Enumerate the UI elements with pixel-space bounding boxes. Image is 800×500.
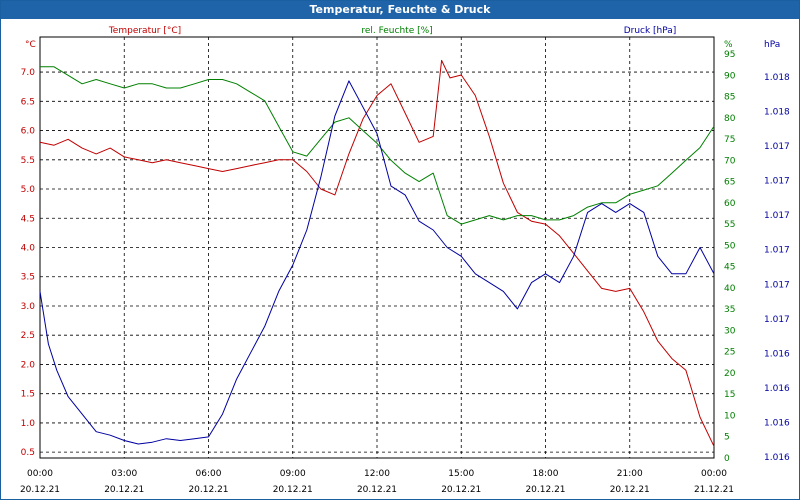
temperature-axis-label: Temperatur [°C] (108, 26, 181, 36)
temperature-tick: 3.0 (21, 302, 36, 312)
temperature-tick: 3.5 (21, 273, 35, 283)
x-tick-date: 20.12.21 (525, 485, 565, 495)
pressure-tick: 1.016 (764, 453, 790, 463)
humidity-tick: 50 (724, 241, 736, 251)
humidity-tick: 60 (724, 199, 736, 209)
pressure-line (39, 80, 715, 445)
pressure-tick: 1.017 (764, 280, 790, 290)
tick-labels: 00:00 20.12.21 03:00 20.12.21 06:00 20.12.21 0… (20, 50, 790, 495)
x-tick-time: 00:00 (27, 469, 53, 479)
x-tick-date: 21.12.21 (694, 485, 734, 495)
humidity-tick: 40 (724, 284, 736, 294)
humidity-tick: 90 (724, 71, 736, 81)
humidity-tick: 15 (724, 390, 735, 400)
temperature-tick: 6.5 (21, 97, 35, 107)
humidity-tick: 70 (724, 156, 736, 166)
x-tick-date: 20.12.21 (441, 485, 481, 495)
pressure-tick: 1.018 (764, 73, 790, 83)
temperature-tick: 2.5 (21, 331, 35, 341)
temperature-line (39, 59, 715, 447)
x-tick-time: 06:00 (196, 469, 222, 479)
temperature-tick: 4.5 (21, 214, 35, 224)
humidity-tick: 30 (724, 326, 736, 336)
pressure-tick: 1.016 (764, 418, 790, 428)
pressure-tick: 1.017 (764, 177, 790, 187)
x-tick-time: 03:00 (111, 469, 137, 479)
window-title: Temperatur, Feuchte & Druck (1, 1, 799, 19)
pressure-tick: 1.017 (764, 142, 790, 152)
temperature-tick: 1.0 (21, 419, 36, 429)
temperature-tick: 5.5 (21, 156, 35, 166)
humidity-tick: 5 (724, 433, 730, 443)
x-tick-date: 20.12.21 (357, 485, 397, 495)
humidity-tick: 20 (724, 369, 736, 379)
humidity-tick: 80 (724, 114, 736, 124)
humidity-tick: 10 (724, 411, 736, 421)
x-tick-date: 20.12.21 (104, 485, 144, 495)
temperature-tick: 0.5 (21, 448, 35, 458)
humidity-tick: 85 (724, 93, 735, 103)
grid-lines (40, 37, 714, 458)
x-tick-time: 21:00 (617, 469, 643, 479)
humidity-line (40, 66, 715, 225)
humidity-axis-label: rel. Feuchte [%] (361, 26, 432, 36)
x-tick-time: 18:00 (533, 469, 559, 479)
x-tick-time: 12:00 (364, 469, 390, 479)
temperature-tick: 7.0 (21, 68, 36, 78)
humidity-tick: 55 (724, 220, 735, 230)
x-tick-date: 20.12.21 (20, 485, 60, 495)
pressure-tick: 1.016 (764, 349, 790, 359)
x-tick-time: 09:00 (280, 469, 306, 479)
humidity-tick: 75 (724, 135, 735, 145)
x-tick-date: 20.12.21 (188, 485, 228, 495)
pressure-tick: 1.016 (764, 384, 790, 394)
pressure-tick: 1.017 (764, 246, 790, 256)
temperature-tick: 5.0 (21, 185, 36, 195)
humidity-unit: % (724, 40, 733, 50)
humidity-tick: 45 (724, 263, 735, 273)
x-tick-time: 00:00 (701, 469, 727, 479)
temperature-tick: 2.0 (21, 360, 36, 370)
humidity-tick: 0 (724, 454, 730, 464)
humidity-tick: 25 (724, 348, 735, 358)
humidity-tick: 65 (724, 178, 735, 188)
pressure-tick: 1.017 (764, 211, 790, 221)
temperature-tick: 4.0 (21, 244, 36, 254)
pressure-tick: 1.018 (764, 108, 790, 118)
pressure-axis-label: Druck [hPa] (624, 26, 677, 36)
x-tick-date: 20.12.21 (273, 485, 313, 495)
x-tick-date: 20.12.21 (610, 485, 650, 495)
temperature-tick: 6.0 (21, 127, 36, 137)
humidity-tick: 95 (724, 50, 735, 60)
temperature-tick: 1.5 (21, 390, 35, 400)
data-lines (39, 59, 715, 447)
pressure-tick: 1.017 (764, 315, 790, 325)
humidity-tick: 35 (724, 305, 735, 315)
pressure-unit: hPa (764, 40, 780, 50)
x-tick-time: 15:00 (448, 469, 474, 479)
temperature-unit: °C (25, 40, 36, 50)
